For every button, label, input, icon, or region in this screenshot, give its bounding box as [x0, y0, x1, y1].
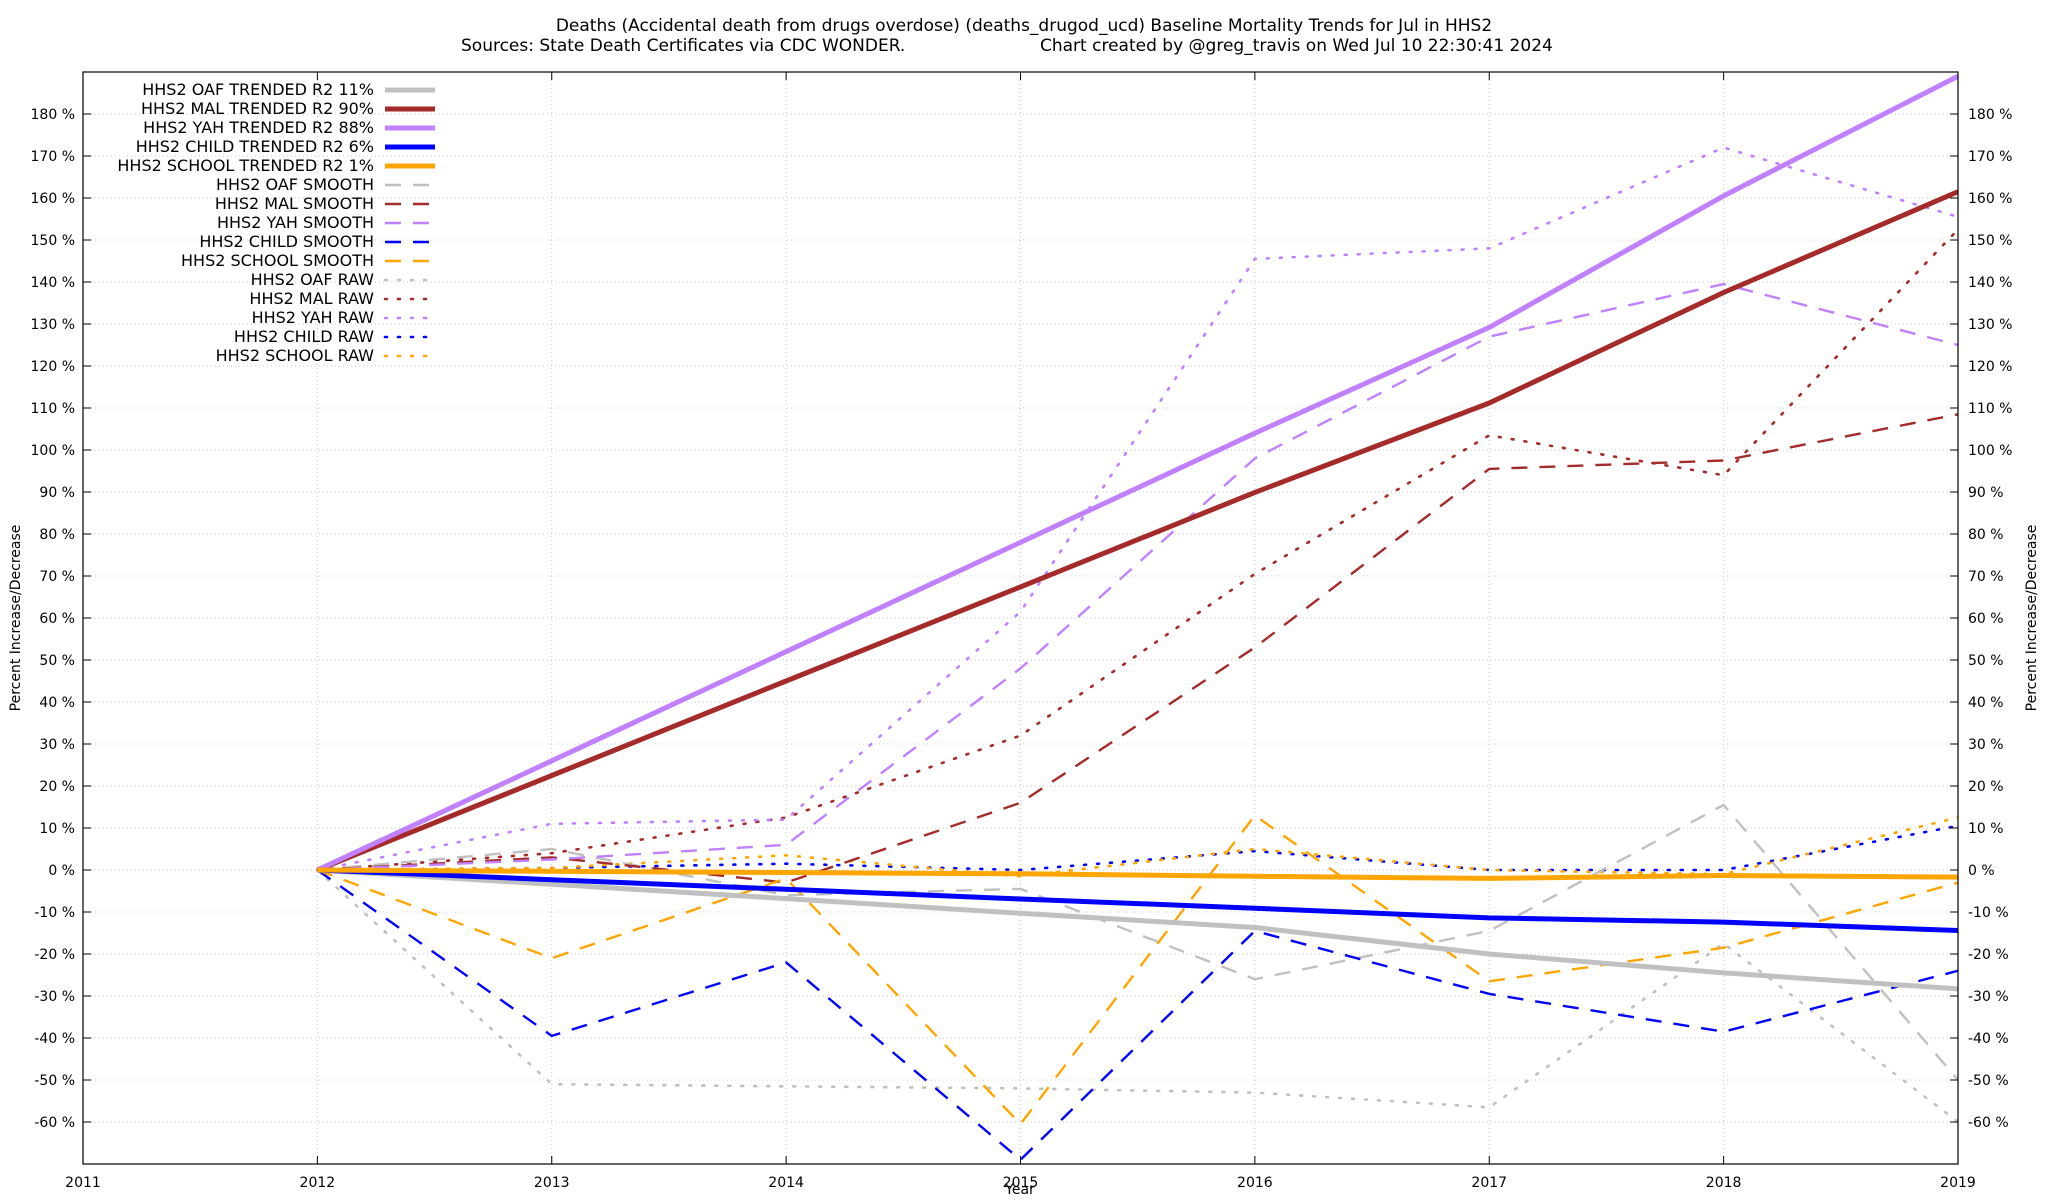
x-tick-label: 2017	[1471, 1175, 1507, 1191]
legend-label: HHS2 YAH SMOOTH	[217, 213, 374, 232]
legend-label: HHS2 OAF RAW	[251, 270, 375, 289]
series-lines	[316, 73, 1958, 1162]
legend-label: HHS2 SCHOOL TRENDED R2 1%	[117, 156, 374, 175]
y-tick-label-left: 80 %	[39, 527, 75, 543]
y-tick-label-left: 40 %	[39, 695, 75, 711]
chart-credit: Chart created by @greg_travis on Wed Jul…	[1040, 36, 1553, 56]
y-tick-label-right: -10 %	[1968, 905, 2009, 921]
series-line-6	[317, 803, 1958, 1081]
series-line-14	[316, 824, 1958, 872]
y-tick-label-right: 110 %	[1968, 401, 2012, 417]
x-tick-label: 2011	[65, 1175, 101, 1191]
axis-ticks: 2011 2012 2013 2014 2015 2016 2017 2018 2019 180 …	[31, 72, 2012, 1191]
y-tick-label-left: 20 %	[39, 779, 75, 795]
x-tick-label: 2012	[300, 1175, 336, 1191]
y-tick-label-right: 40 %	[1968, 695, 2004, 711]
y-tick-label-right: 170 %	[1968, 149, 2012, 165]
x-tick-label: 2014	[768, 1175, 804, 1191]
chart-source: Sources: State Death Certificates via CD…	[461, 36, 905, 56]
y-tick-label-right: 140 %	[1968, 275, 2012, 291]
x-tick-label: 2018	[1706, 1175, 1742, 1191]
legend-label: HHS2 CHILD RAW	[234, 327, 374, 346]
y-tick-label-left: 70 %	[39, 569, 75, 585]
y-tick-label-right: 150 %	[1968, 233, 2012, 249]
legend-label: HHS2 MAL SMOOTH	[215, 194, 374, 213]
legend-label: HHS2 CHILD TRENDED R2 6%	[136, 137, 374, 156]
legend-label: HHS2 MAL TRENDED R2 90%	[141, 99, 374, 118]
series-line-2	[316, 189, 1958, 873]
y-tick-label-left: -40 %	[34, 1031, 75, 1047]
series-line-9	[316, 869, 1958, 1162]
legend-label: HHS2 YAH TRENDED R2 88%	[143, 118, 374, 137]
y-tick-label-right: 60 %	[1968, 611, 2004, 627]
y-tick-label-left: 130 %	[31, 317, 75, 333]
y-tick-label-left: -20 %	[34, 947, 75, 963]
series-line-15	[316, 816, 1958, 878]
legend-label: HHS2 SCHOOL RAW	[216, 346, 375, 365]
y-tick-label-right: 50 %	[1968, 653, 2004, 669]
x-tick-label: 2016	[1237, 1175, 1273, 1191]
series-line-12	[316, 228, 1958, 872]
y-tick-label-right: -20 %	[1968, 947, 2009, 963]
y-tick-label-right: 180 %	[1968, 107, 2012, 123]
series-line-13	[316, 146, 1958, 872]
legend-label: HHS2 SCHOOL SMOOTH	[181, 251, 374, 270]
series-line-10	[316, 814, 1958, 1126]
y-tick-label-left: 0 %	[48, 863, 75, 879]
y-tick-label-left: 90 %	[39, 485, 75, 501]
y-tick-label-left: 140 %	[31, 275, 75, 291]
y-tick-label-left: 110 %	[31, 401, 75, 417]
x-axis-title: Year	[1004, 1182, 1035, 1198]
y-axis-title-left: Percent Increase/Decrease	[8, 525, 24, 712]
legend-label: HHS2 YAH RAW	[252, 308, 375, 327]
y-tick-label-left: 160 %	[31, 191, 75, 207]
y-tick-label-left: 100 %	[31, 443, 75, 459]
chart-title: Deaths (Accidental death from drugs over…	[556, 16, 1492, 36]
legend-label: HHS2 OAF TRENDED R2 11%	[142, 80, 374, 99]
y-tick-label-right: -50 %	[1968, 1073, 2009, 1089]
y-tick-label-right: 120 %	[1968, 359, 2012, 375]
y-tick-label-left: -10 %	[34, 905, 75, 921]
series-line-4	[317, 867, 1958, 933]
y-tick-label-left: 150 %	[31, 233, 75, 249]
y-tick-label-left: 30 %	[39, 737, 75, 753]
x-tick-label: 2019	[1940, 1175, 1976, 1191]
y-tick-label-left: 120 %	[31, 359, 75, 375]
y-tick-label-left: 180 %	[31, 107, 75, 123]
y-tick-label-right: 0 %	[1968, 863, 1995, 879]
series-line-8	[317, 282, 1958, 872]
y-axis-title-right: Percent Increase/Decrease	[2024, 525, 2040, 712]
y-tick-label-right: 80 %	[1968, 527, 2004, 543]
y-tick-label-left: -30 %	[34, 989, 75, 1005]
legend: HHS2 OAF TRENDED R2 11%HHS2 MAL TRENDED …	[117, 80, 437, 365]
y-tick-label-left: -50 %	[34, 1073, 75, 1089]
y-tick-label-right: 100 %	[1968, 443, 2012, 459]
y-tick-label-left: 60 %	[39, 611, 75, 627]
x-tick-label: 2015	[1003, 1175, 1039, 1191]
y-tick-label-right: 90 %	[1968, 485, 2004, 501]
y-tick-label-right: 30 %	[1968, 737, 2004, 753]
y-tick-label-right: 20 %	[1968, 779, 2004, 795]
y-tick-label-left: 50 %	[39, 653, 75, 669]
y-tick-label-right: 10 %	[1968, 821, 2004, 837]
y-tick-label-right: 130 %	[1968, 317, 2012, 333]
y-tick-label-left: 170 %	[31, 149, 75, 165]
y-tick-label-right: -60 %	[1968, 1115, 2009, 1131]
y-tick-label-right: 70 %	[1968, 569, 2004, 585]
series-line-3	[316, 73, 1958, 873]
series-line-7	[317, 413, 1958, 884]
y-tick-label-right: 160 %	[1968, 191, 2012, 207]
series-line-1	[317, 867, 1958, 992]
legend-label: HHS2 MAL RAW	[249, 289, 374, 308]
y-tick-label-right: -30 %	[1968, 989, 2009, 1005]
legend-label: HHS2 CHILD SMOOTH	[199, 232, 374, 251]
y-tick-label-right: -40 %	[1968, 1031, 2009, 1047]
x-tick-label: 2013	[534, 1175, 570, 1191]
y-tick-label-left: -60 %	[34, 1115, 75, 1131]
y-tick-label-left: 10 %	[39, 821, 75, 837]
series-line-5	[317, 867, 1958, 881]
legend-label: HHS2 OAF SMOOTH	[216, 175, 374, 194]
